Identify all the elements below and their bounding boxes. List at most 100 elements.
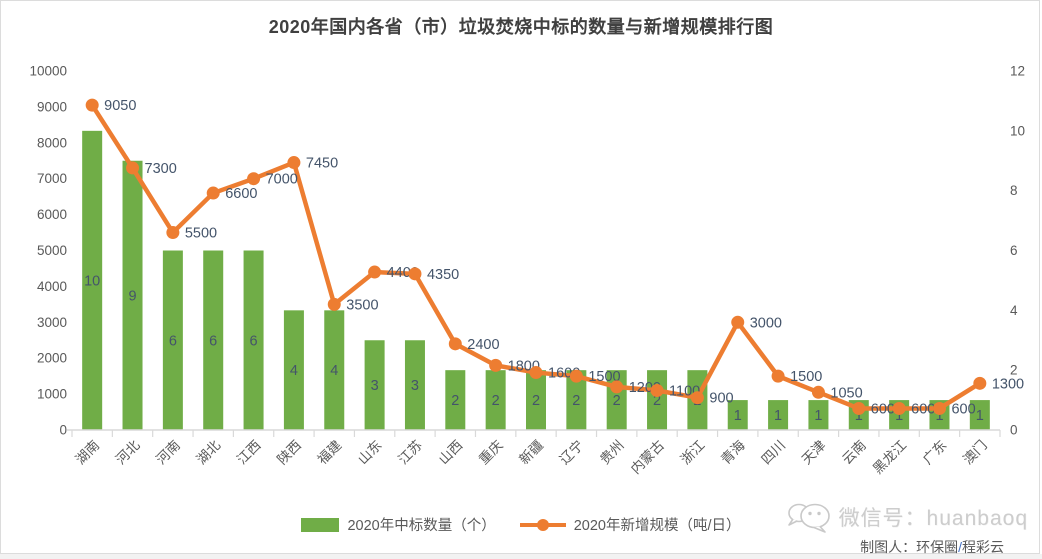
left-axis-tick: 1000 [37, 387, 67, 402]
left-axis-tick: 0 [59, 423, 67, 438]
bar-label-山东: 3 [371, 378, 379, 394]
bar-label-新疆: 2 [532, 393, 540, 409]
line-point-山西 [448, 337, 462, 351]
right-axis-tick: 2 [1010, 363, 1018, 378]
bar-label-湖南: 10 [84, 273, 100, 289]
left-axis-tick: 6000 [37, 207, 67, 222]
line-point-福建 [327, 297, 341, 311]
line-label-青海: 3000 [750, 315, 782, 331]
x-label-辽宁: 辽宁 [556, 437, 586, 467]
line-label-黑龙江: 600 [911, 401, 935, 417]
bar-河南 [162, 250, 183, 430]
x-label-广东: 广东 [920, 438, 950, 468]
left-axis-tick: 8000 [37, 135, 67, 150]
bar-label-河南: 6 [169, 333, 177, 349]
right-axis-tick: 6 [1010, 243, 1018, 258]
bar-内蒙古 [647, 370, 668, 430]
left-axis-tick: 4000 [37, 279, 67, 294]
line-point-湖南 [85, 98, 99, 112]
bar-label-内蒙古: 2 [653, 393, 661, 409]
line-point-青海 [731, 315, 745, 329]
bar-label-江西: 6 [250, 333, 258, 349]
line-label-湖北: 6600 [225, 186, 257, 202]
x-label-云南: 云南 [839, 438, 869, 468]
line-point-澳门 [973, 376, 987, 390]
x-label-江西: 江西 [234, 438, 264, 468]
line-point-天津 [811, 385, 825, 399]
bar-重庆 [485, 370, 506, 430]
line-label-河北: 7300 [145, 161, 177, 177]
line-label-浙江: 900 [709, 391, 733, 407]
bar-label-陕西: 4 [290, 363, 298, 379]
right-axis-tick: 8 [1010, 183, 1018, 198]
line-point-贵州 [610, 380, 624, 394]
chart-title: 2020年国内各省（市）垃圾焚烧中标的数量与新增规模排行图 [268, 17, 774, 37]
line-label-四川: 1500 [790, 369, 822, 385]
line-label-山西: 2400 [467, 337, 499, 353]
bar-label-四川: 1 [774, 408, 782, 424]
legend-label-line: 2020年新增规模（吨/日） [573, 518, 741, 534]
bar-澳门 [969, 400, 990, 430]
line-point-辽宁 [569, 369, 583, 383]
line-label-江西: 7000 [266, 172, 298, 188]
line-point-山东 [368, 265, 382, 279]
bar-湖南 [82, 130, 103, 431]
legend-item-line: 2020年新增规模（吨/日） [519, 514, 741, 535]
bar-福建 [324, 310, 345, 430]
x-label-澳门: 澳门 [960, 438, 990, 468]
line-point-新疆 [529, 366, 543, 380]
line-label-辽宁: 1500 [588, 369, 620, 385]
bar-河北 [122, 160, 143, 430]
line-label-江苏: 4350 [427, 267, 459, 283]
x-label-山东: 山东 [355, 438, 385, 468]
bar-label-辽宁: 2 [572, 393, 580, 409]
line-label-湖南: 9050 [104, 98, 136, 114]
line-swatch-dot [536, 518, 549, 531]
left-axis-tick: 3000 [37, 315, 67, 330]
bar-青海 [727, 400, 748, 430]
x-label-浙江: 浙江 [678, 438, 708, 468]
line-point-湖北 [206, 186, 220, 200]
left-axis-tick: 5000 [37, 243, 67, 258]
line-label-云南: 600 [871, 401, 895, 417]
left-axis-tick: 9000 [37, 99, 67, 114]
x-label-陕西: 陕西 [274, 438, 304, 468]
right-axis-tick: 12 [1010, 64, 1025, 79]
chart-legend: 2020年中标数量（个） 2020年新增规模（吨/日） [0, 514, 1042, 535]
line-point-河南 [166, 226, 180, 240]
line-series-swatch-icon [519, 518, 566, 532]
line-point-河北 [126, 161, 140, 175]
bar-label-黑龙江: 1 [895, 408, 903, 424]
line-point-黑龙江 [892, 401, 906, 415]
x-label-内蒙古: 内蒙古 [628, 438, 667, 477]
watermark: 微信号：huanbaoq 制图人：环保圈/程彩云 [787, 498, 1028, 557]
line-label-天津: 1050 [830, 385, 862, 401]
legend-label-bars: 2020年中标数量（个） [347, 518, 496, 534]
bar-label-天津: 1 [814, 408, 822, 424]
bar-辽宁 [566, 370, 587, 430]
credit-line: 制图人：环保圈/程彩云 [787, 537, 1004, 557]
x-label-湖南: 湖南 [73, 438, 103, 468]
right-axis-tick: 0 [1010, 423, 1018, 438]
credit-prefix: 制图人：环保圈 [860, 539, 959, 555]
left-axis-tick: 10000 [29, 64, 67, 79]
bottom-band [0, 554, 1042, 559]
bar-label-山西: 2 [451, 393, 459, 409]
bar-label-云南: 1 [855, 408, 863, 424]
x-label-河南: 河南 [153, 438, 183, 468]
left-axis-tick: 7000 [37, 171, 67, 186]
line-point-广东 [932, 401, 946, 415]
line-point-陕西 [287, 156, 301, 170]
line-label-福建: 3500 [346, 297, 378, 313]
bar-label-重庆: 2 [492, 393, 500, 409]
bar-label-福建: 4 [330, 363, 338, 379]
bar-新疆 [526, 370, 546, 430]
bar-label-青海: 1 [734, 408, 742, 424]
bar-四川 [768, 400, 789, 430]
line-label-河南: 5500 [185, 226, 217, 242]
watermark-row: 微信号：huanbaoq [787, 498, 1028, 536]
x-label-河北: 河北 [113, 437, 143, 467]
left-axis-tick: 2000 [37, 351, 67, 366]
